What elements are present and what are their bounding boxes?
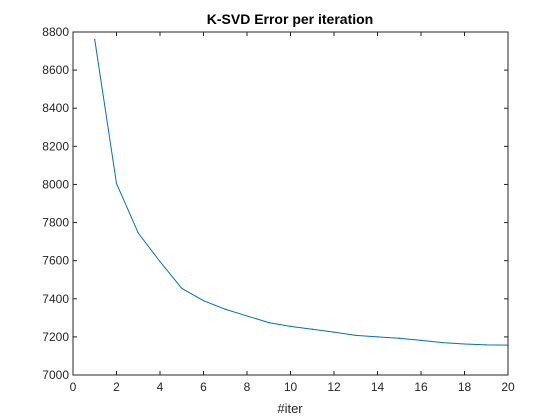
- x-tick-label: 16: [414, 380, 428, 394]
- data-point: [137, 232, 139, 234]
- y-tick-label: 7200: [42, 330, 69, 344]
- x-tick-label: 6: [200, 380, 207, 394]
- data-point: [420, 339, 422, 341]
- x-axis-label: #iter: [277, 401, 303, 416]
- data-point: [333, 331, 335, 333]
- data-point: [442, 342, 444, 344]
- plot-area: [73, 32, 508, 375]
- data-point: [268, 321, 270, 324]
- y-tick-label: 8200: [42, 139, 69, 153]
- data-point: [246, 315, 248, 317]
- x-tick-label: 4: [157, 380, 164, 394]
- y-tick-label: 8000: [42, 177, 69, 191]
- data-point: [398, 337, 400, 339]
- data-point: [485, 344, 487, 346]
- series-line: [94, 39, 509, 346]
- data-point: [181, 287, 183, 289]
- data-point: [224, 308, 226, 310]
- y-tick-label: 8400: [42, 101, 69, 115]
- y-tick-label: 8800: [42, 25, 69, 39]
- x-tick-label: 12: [327, 380, 341, 394]
- data-point: [202, 300, 205, 302]
- data-point: [115, 182, 118, 185]
- chart-title: K-SVD Error per iteration: [207, 11, 373, 27]
- data-point: [289, 325, 292, 328]
- y-tick-label: 7800: [42, 216, 69, 230]
- x-tick-label: 0: [70, 380, 77, 394]
- y-tick-label: 8600: [42, 63, 69, 77]
- x-tick-label: 8: [244, 380, 251, 394]
- y-tick-label: 7400: [42, 292, 69, 306]
- x-tick-label: 2: [113, 380, 120, 394]
- data-point: [376, 336, 379, 338]
- axes-box: [72, 31, 509, 376]
- x-tick-label: 10: [284, 380, 298, 394]
- x-tick-label: 20: [501, 380, 515, 394]
- tick-labels-layer: 0 2 4 6 8 10 12 14 16 18 20 7000 7200 7400 7600 7800 800…: [42, 25, 515, 394]
- data-point: [311, 328, 313, 330]
- data-point: [94, 39, 96, 41]
- data-point: [355, 334, 357, 336]
- data-point: [159, 261, 161, 263]
- series-layer: [94, 39, 509, 346]
- data-point: [463, 343, 466, 345]
- x-tick-label: 18: [458, 380, 472, 394]
- y-tick-label: 7000: [42, 368, 69, 382]
- x-tick-label: 14: [371, 380, 385, 394]
- y-tick-label: 7600: [42, 254, 69, 268]
